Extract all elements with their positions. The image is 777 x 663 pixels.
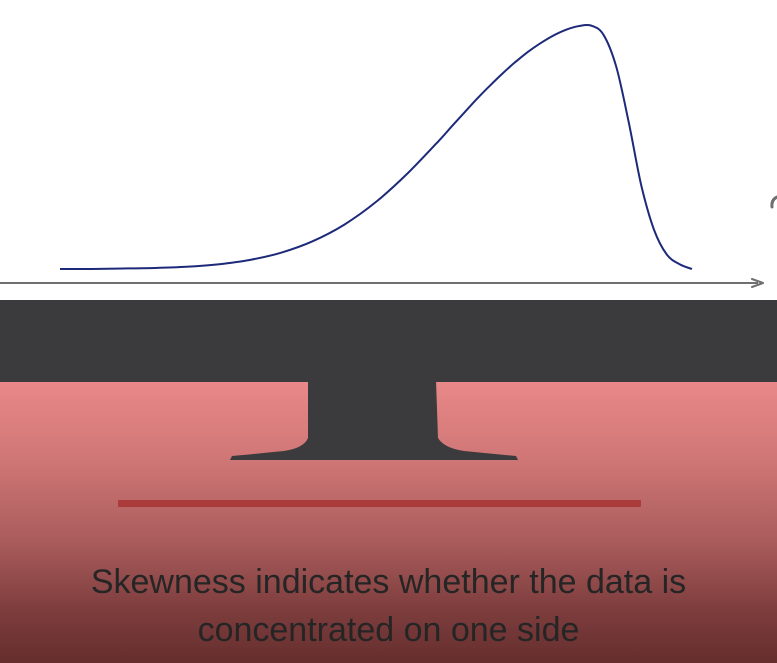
accent-divider [118,500,641,507]
caption-line-2: concentrated on one side [197,611,580,649]
caption-text: Skewness indicates whether the data is c… [0,558,777,654]
edge-mark-icon [770,195,777,209]
monitor-stand [230,380,518,460]
monitor-bezel [0,300,777,382]
monitor-screen [0,0,777,300]
distribution-chart [0,23,764,288]
x-axis-arrowhead [751,278,764,288]
caption-line-1: Skewness indicates whether the data is [90,563,687,601]
series-line-curve [59,23,693,271]
